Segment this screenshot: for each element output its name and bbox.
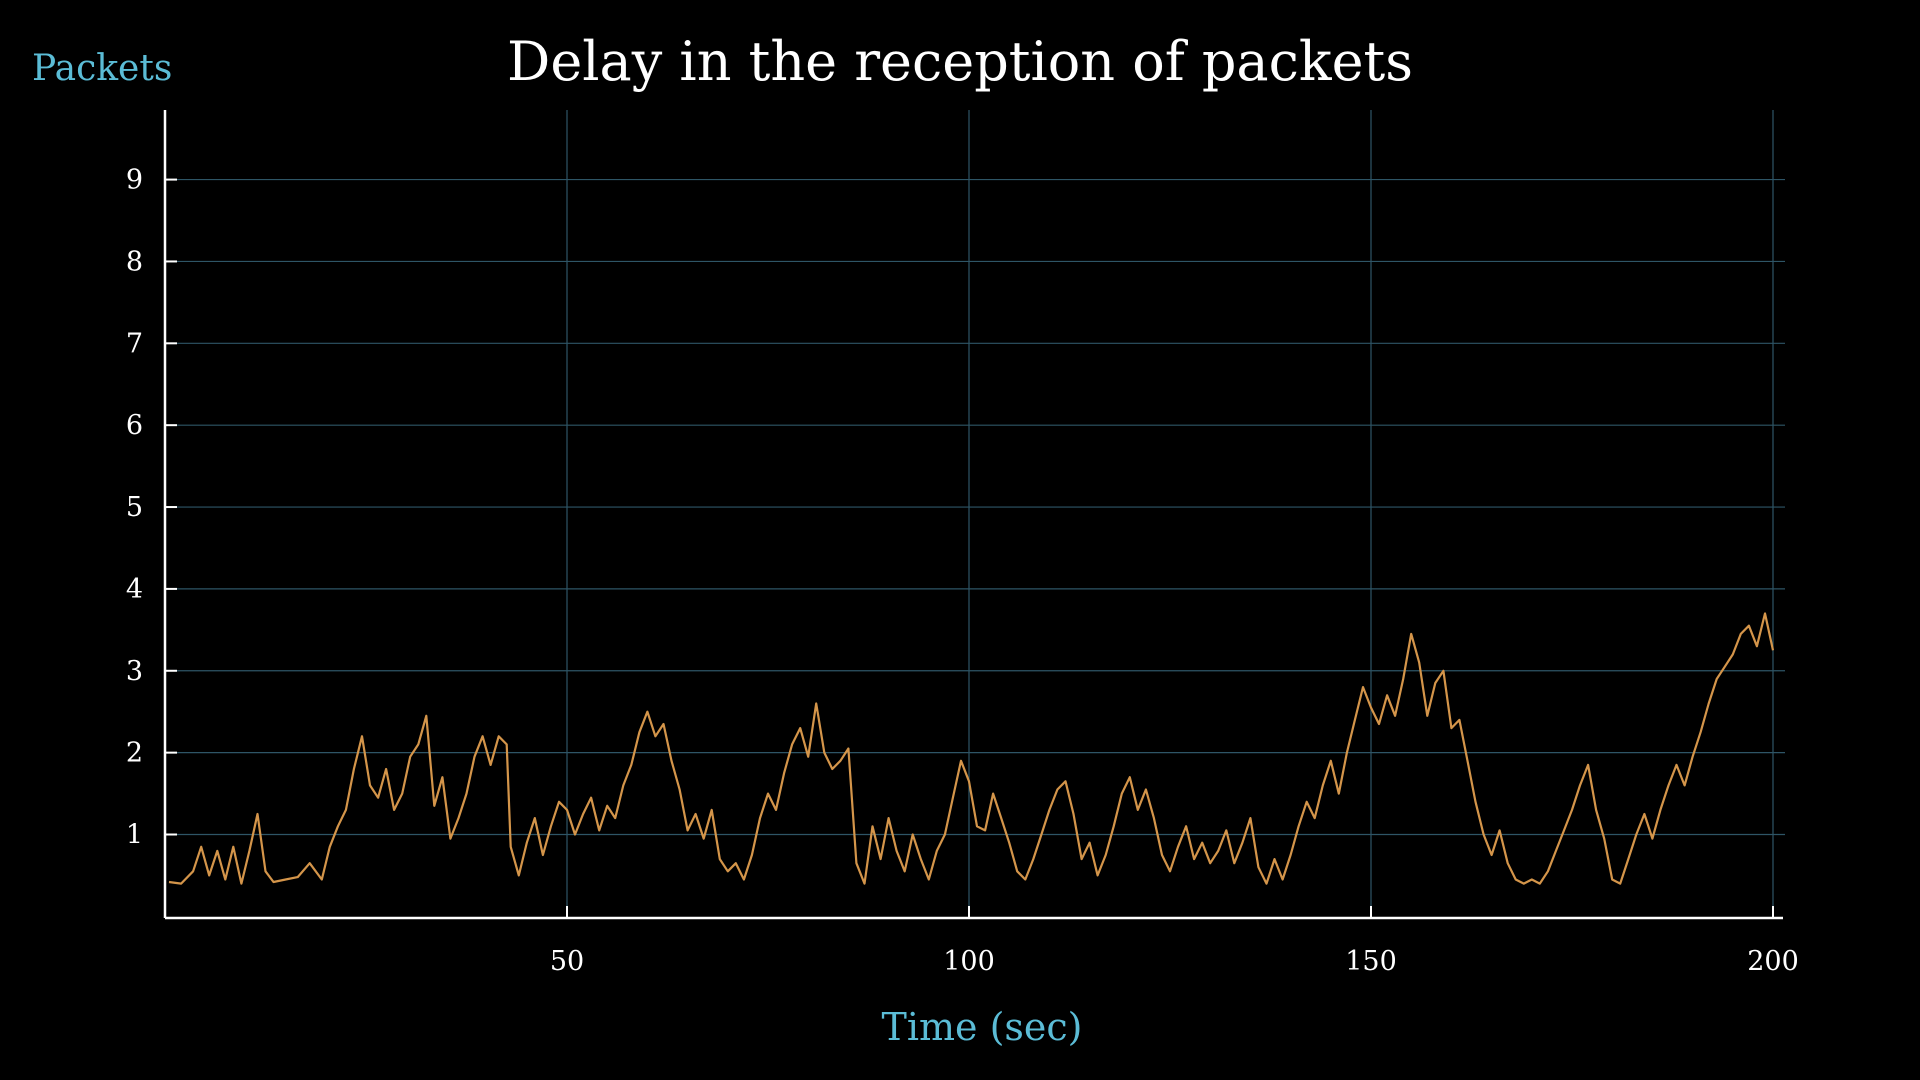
- chart-axes: [163, 110, 1783, 920]
- y-tick-label-8: 8: [126, 246, 143, 277]
- y-tick-label-9: 9: [126, 165, 143, 196]
- x-axis-label: Time (sec): [881, 1005, 1082, 1049]
- x-tick-label-50: 50: [550, 946, 584, 977]
- series-line-0: [168, 612, 1775, 885]
- y-tick-label-1: 1: [126, 819, 143, 850]
- y-tick-label-3: 3: [126, 656, 143, 687]
- y-tick-label-2: 2: [126, 738, 143, 769]
- x-tick-label-200: 200: [1747, 946, 1799, 977]
- y-axis-label: Packets: [32, 48, 172, 89]
- x-tick-label-100: 100: [943, 946, 995, 977]
- y-tick-label-4: 4: [126, 574, 143, 605]
- chart-ticks: 1 2 3 4 5 6 7 8 9 50 100 150 200: [126, 165, 1799, 977]
- chart-series: [168, 612, 1775, 885]
- chart-title: Delay in the reception of packets: [507, 30, 1413, 93]
- y-tick-label-6: 6: [126, 410, 143, 441]
- x-tick-label-150: 150: [1345, 946, 1397, 977]
- y-tick-label-5: 5: [126, 492, 143, 523]
- y-tick-label-7: 7: [126, 328, 143, 359]
